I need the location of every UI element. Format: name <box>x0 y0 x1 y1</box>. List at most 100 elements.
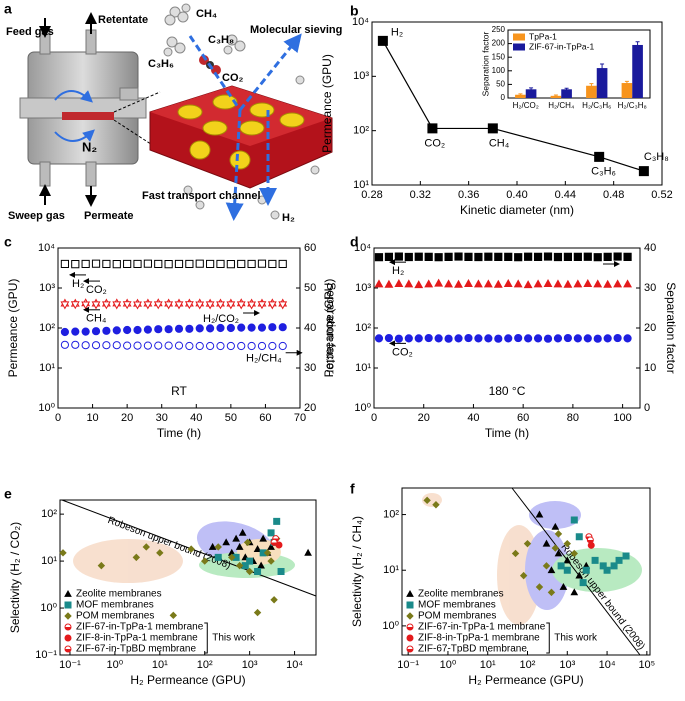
marker <box>464 333 473 343</box>
marker <box>603 566 611 574</box>
pipe <box>39 161 51 187</box>
marker <box>404 279 414 288</box>
label: CO₂ <box>222 72 244 84</box>
marker <box>277 568 285 576</box>
marker <box>91 259 101 268</box>
x-tick-label: 10 <box>86 412 98 424</box>
marker <box>187 545 195 553</box>
bar <box>515 94 526 98</box>
marker <box>557 562 565 570</box>
marker <box>259 549 267 557</box>
x-tick-label: 20 <box>418 412 430 424</box>
legend-marker <box>64 612 72 620</box>
marker <box>59 549 67 557</box>
marker <box>112 326 121 335</box>
error-bar <box>564 87 569 91</box>
x-tick-label: 10¹ <box>480 659 496 671</box>
marker <box>195 259 204 268</box>
marker <box>494 334 503 343</box>
marker <box>270 538 278 546</box>
marker <box>142 543 150 551</box>
x-tick-label: 10⁴ <box>599 659 616 671</box>
x-tick-label: 0.48 <box>603 189 624 201</box>
marker <box>414 252 423 261</box>
marker <box>257 341 267 351</box>
marker <box>81 259 90 269</box>
panel-letter: a <box>4 1 12 17</box>
error-bar <box>635 41 640 49</box>
marker <box>123 325 132 335</box>
marker <box>414 334 423 343</box>
bar <box>586 85 597 98</box>
legend-marker <box>64 589 72 597</box>
marker <box>493 279 503 288</box>
x-tick-label: 40 <box>190 412 202 424</box>
bar <box>632 44 643 98</box>
x-tick-label: 10⁵ <box>638 659 655 671</box>
plot-frame <box>59 499 317 656</box>
marker <box>563 252 573 261</box>
marker <box>226 323 235 333</box>
y-tick-label: 250 <box>492 25 506 34</box>
marker <box>243 538 252 547</box>
marker <box>444 334 453 343</box>
marker <box>123 341 132 350</box>
error-bar <box>553 94 558 98</box>
legend-label: ZIF-67-TpBD membrane <box>418 644 527 655</box>
x-tick-label: 70 <box>294 412 306 424</box>
marker <box>547 566 556 574</box>
marker <box>454 252 463 261</box>
x-tick-label: 0.36 <box>458 189 479 201</box>
marker <box>374 279 384 288</box>
marker <box>503 278 513 287</box>
marker <box>267 529 275 537</box>
series-label: CH₄ <box>86 313 107 325</box>
x-tick-label: 0.28 <box>361 189 382 201</box>
marker <box>583 252 592 261</box>
legend-label: POM membranes <box>418 611 496 622</box>
marker <box>216 301 225 310</box>
x-tick-label: H₂/CH₄ <box>548 101 574 110</box>
y-tick-label: 150 <box>492 52 506 61</box>
marker <box>267 301 277 310</box>
marker <box>278 301 288 310</box>
marker <box>226 341 235 351</box>
marker <box>434 278 444 287</box>
marker <box>222 538 231 546</box>
marker <box>404 252 413 262</box>
marker <box>216 341 225 351</box>
marker <box>206 324 215 333</box>
marker <box>570 516 578 524</box>
marker <box>591 556 599 564</box>
legend-label: ZIF-8-in-TpPa-1 membrane <box>76 633 198 644</box>
marker <box>423 496 431 505</box>
marker <box>237 341 246 351</box>
region <box>73 539 183 583</box>
panel-letter: d <box>350 234 359 250</box>
marker <box>594 151 605 162</box>
x-axis-label: Kinetic diameter (nm) <box>460 203 574 217</box>
marker <box>216 323 225 333</box>
marker <box>551 522 560 530</box>
marker <box>523 280 533 289</box>
marker <box>185 324 194 333</box>
marker <box>278 323 287 332</box>
error-bar <box>600 63 605 73</box>
diagram: a <box>4 1 342 224</box>
marker <box>81 341 90 350</box>
x-tick-label: 10⁰ <box>107 659 124 671</box>
x-tick-label: 0.32 <box>410 189 431 201</box>
marker <box>473 279 483 288</box>
marker <box>554 549 563 557</box>
marker <box>91 341 101 350</box>
note: This work <box>554 633 598 644</box>
marker <box>514 253 523 262</box>
marker <box>427 123 438 134</box>
x-axis-label: H₂ Permeance (GPU) <box>468 673 583 687</box>
marker <box>586 536 594 544</box>
series-label: H₂ <box>392 265 404 277</box>
legend-label: ZIF-67-in-TpPa-1 membrane <box>418 622 546 633</box>
y-tick-label: 10³ <box>355 282 371 294</box>
y-axis-label: Permeance (GPU) <box>6 279 20 378</box>
label: Feed gas <box>6 26 54 38</box>
